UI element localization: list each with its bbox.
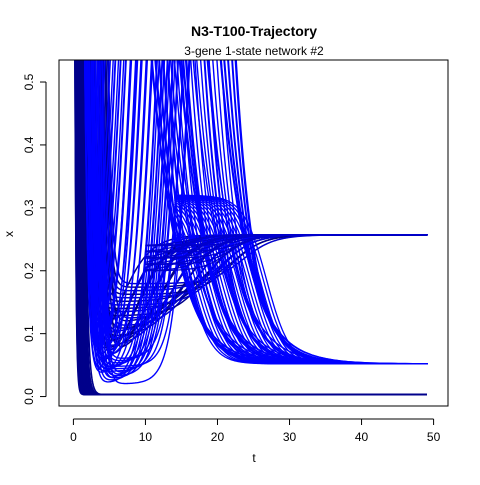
y-axis-label: x [2, 231, 16, 237]
y-tick-label: 0.1 [22, 325, 36, 342]
x-tick-label: 50 [427, 430, 441, 444]
plot-frame [58, 59, 449, 407]
plot-area [74, 60, 428, 396]
y-tick-label: 0.0 [22, 388, 36, 405]
x-axis-label: t [252, 451, 256, 465]
y-tick-label: 0.3 [22, 199, 36, 216]
y-tick-label: 0.4 [22, 136, 36, 153]
x-tick-label: 0 [70, 430, 77, 444]
x-tick-label: 10 [139, 430, 153, 444]
trajectory-line [174, 194, 428, 365]
x-tick-label: 40 [355, 430, 369, 444]
trajectory-line [83, 60, 427, 396]
chart-subtitle: 3-gene 1-state network #2 [184, 44, 324, 58]
trajectory-line [145, 234, 428, 247]
x-tick-label: 20 [211, 430, 225, 444]
y-tick-label: 0.2 [22, 262, 36, 279]
y-tick-label: 0.5 [22, 73, 36, 90]
x-tick-label: 30 [283, 430, 297, 444]
axes: 0 10 20 30 40 50 0.0 0.1 0.2 0.3 0.4 0.5 [22, 59, 449, 444]
trajectory-line [101, 60, 428, 385]
chart-title: N3-T100-Trajectory [191, 23, 317, 39]
trajectory-line [107, 60, 428, 285]
